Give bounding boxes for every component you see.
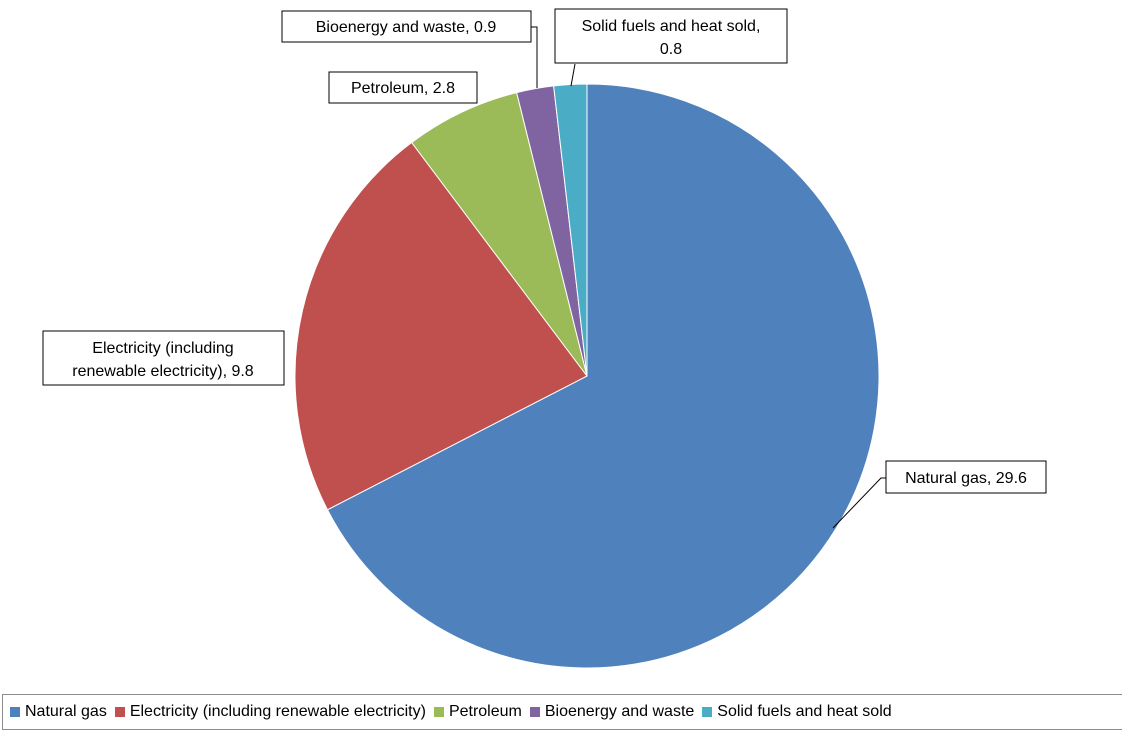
legend-item-electricity: Electricity (including renewable electri… — [114, 703, 426, 721]
legend-swatch — [529, 707, 540, 717]
legend-label: Electricity (including renewable electri… — [129, 703, 426, 720]
legend-label: Natural gas — [25, 703, 107, 720]
legend-swatch — [433, 707, 444, 717]
legend-label: Solid fuels and heat sold — [717, 703, 892, 720]
data-label-text: Solid fuels and heat sold, — [582, 18, 761, 35]
legend-label: Petroleum — [448, 703, 522, 720]
data-label-bioenergy: Bioenergy and waste, 0.9 — [281, 10, 538, 88]
legend-item-bioenergy: Bioenergy and waste — [529, 703, 695, 721]
data-label-natural-gas: Natural gas, 29.6 — [832, 460, 1047, 529]
data-label-text: Natural gas, 29.6 — [905, 470, 1027, 487]
legend-label: Bioenergy and waste — [544, 703, 695, 720]
legend-swatch — [702, 707, 713, 717]
data-label-electricity: Electricity (including renewable electri… — [42, 330, 285, 386]
pie-chart: Natural gas, 29.6 Electricity (including… — [42, 8, 1047, 669]
data-label-petroleum: Petroleum, 2.8 — [328, 71, 478, 104]
legend-item-solid-fuels: Solid fuels and heat sold — [702, 703, 892, 721]
data-label-text: 0.8 — [660, 41, 682, 58]
legend-swatch — [10, 707, 20, 717]
data-label-text: Petroleum, 2.8 — [351, 80, 455, 97]
data-label-solid-fuels: Solid fuels and heat sold, 0.8 — [554, 8, 788, 87]
legend-item-petroleum: Petroleum — [433, 703, 522, 721]
data-label-text: renewable electricity), 9.8 — [72, 363, 254, 380]
data-label-text: Bioenergy and waste, 0.9 — [316, 19, 497, 36]
pie-slice-solid-fuels-and-heat-sold — [553, 83, 588, 377]
legend-item-natural-gas: Natural gas — [10, 703, 107, 721]
data-label-text: Electricity (including — [92, 340, 233, 357]
pie-slice-electricity-including-renewable-electricity — [294, 141, 588, 511]
pie-slices — [294, 83, 880, 669]
legend-swatch — [114, 707, 125, 717]
chart-legend: Natural gas Electricity (including renew… — [2, 694, 1122, 730]
pie-slice-petroleum — [410, 91, 588, 377]
pie-slice-natural-gas — [326, 83, 880, 669]
